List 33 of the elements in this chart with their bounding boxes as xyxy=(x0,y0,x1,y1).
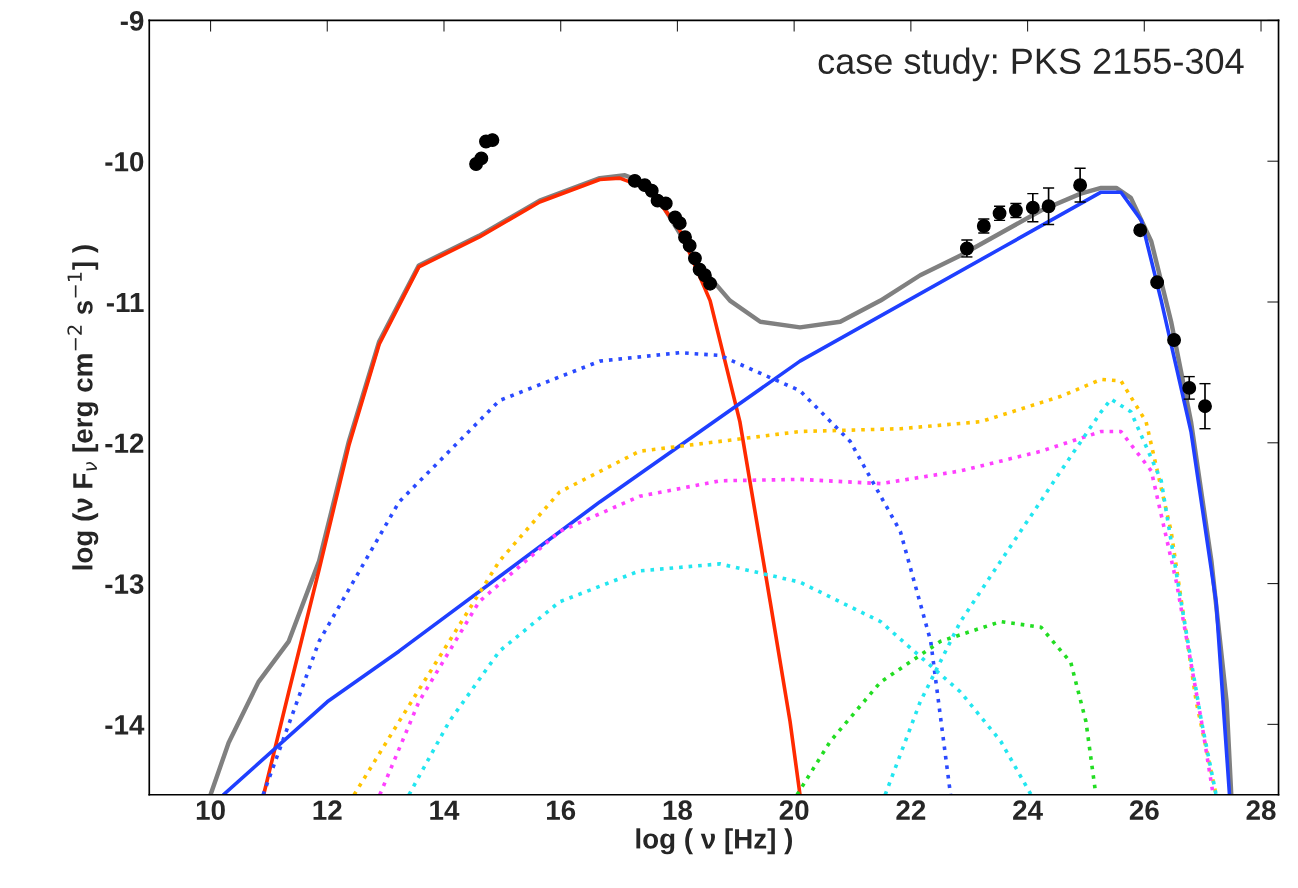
x-tick-label: 12 xyxy=(313,800,342,820)
line-series xyxy=(261,176,802,795)
x-tick-label: 20 xyxy=(779,800,809,821)
x-tick-label: 10 xyxy=(196,800,225,821)
y-axis-title: log (ν F$_{ν}$ [erg cm$^{−2}$ s$^{−1}$] ) xyxy=(67,245,99,570)
line-series xyxy=(352,377,1218,795)
y-tick-label: -13 xyxy=(105,574,144,594)
y-tick-label: -12 xyxy=(105,433,144,453)
point xyxy=(687,251,702,266)
x-tick-label: 26 xyxy=(1129,800,1159,821)
x-tick-label: 18 xyxy=(663,800,693,821)
x-tick-label: 22 xyxy=(896,800,926,820)
x-tick-label: 14 xyxy=(430,800,460,820)
x-axis-title: log ( ν [Hz] ) xyxy=(636,828,792,855)
point xyxy=(1150,275,1165,290)
annotation: case study: PKS 2155-304 xyxy=(818,47,1244,82)
y-tick-label: -14 xyxy=(105,715,145,735)
point xyxy=(672,216,687,231)
point xyxy=(1133,223,1148,238)
line-series xyxy=(377,429,1215,795)
point xyxy=(658,196,673,211)
point xyxy=(474,151,489,166)
point xyxy=(703,276,718,291)
x-tick-label: 16 xyxy=(547,800,576,821)
y-tick-label: -9 xyxy=(120,11,144,31)
point xyxy=(644,183,659,198)
x-tick-label: 28 xyxy=(1246,800,1276,821)
x-tick-label: 24 xyxy=(1013,800,1043,820)
y-tick-label: -11 xyxy=(106,292,144,313)
y-tick-label: -10 xyxy=(105,151,144,172)
point xyxy=(682,238,697,253)
point xyxy=(1167,333,1182,347)
line-series xyxy=(795,619,1098,795)
